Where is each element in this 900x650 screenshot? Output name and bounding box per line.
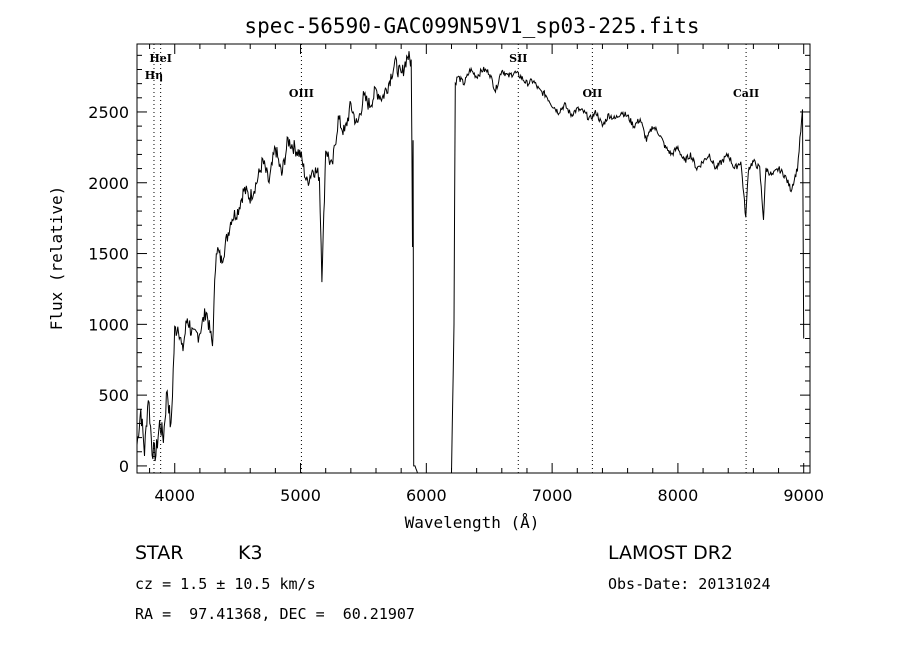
object-subclass: K3 (238, 542, 263, 564)
y-tick-label: 0 (119, 457, 129, 476)
x-tick-label: 4000 (154, 486, 195, 505)
y-tick-label: 500 (98, 386, 129, 405)
x-tick-label: 5000 (280, 486, 321, 505)
x-tick-label: 8000 (658, 486, 699, 505)
axis-ticks: 4000 5000 6000 7000 8000 9000 0 500 1000 1500 2000… (88, 44, 824, 505)
x-tick-label: 9000 (783, 486, 824, 505)
marker-label: OIII (289, 87, 314, 100)
object-class: STAR (135, 542, 184, 564)
coordinates: RA = 97.41368, DEC = 60.21907 (135, 605, 415, 623)
line-markers (153, 44, 747, 473)
marker-label: HeI (149, 52, 172, 65)
survey-name: LAMOST DR2 (608, 542, 733, 564)
marker-label: SII (509, 52, 527, 65)
y-tick-label: 1000 (88, 315, 129, 334)
spectrum-series (136, 51, 805, 474)
line-marker-labels: HeI Hη OIII OII SII CaII (145, 52, 759, 100)
obs-date: Obs-Date: 20131024 (608, 575, 771, 593)
x-tick-label: 7000 (532, 486, 573, 505)
plot-frame (136, 43, 811, 474)
x-axis-label: Wavelength (Å) (405, 513, 540, 532)
y-tick-label: 2500 (88, 103, 129, 122)
y-tick-label: 1500 (88, 245, 129, 264)
chart-title: spec-56590-GAC099N59V1_sp03-225.fits (244, 14, 699, 38)
y-axis-label: Flux (relative) (47, 186, 66, 331)
plot-border (136, 43, 811, 474)
marker-label: Hη (145, 69, 163, 82)
x-tick-label: 6000 (406, 486, 447, 505)
y-tick-label: 2000 (88, 174, 129, 193)
marker-label: OII (582, 87, 602, 100)
spectrum-line (136, 51, 805, 474)
marker-label: CaII (733, 87, 759, 100)
redshift-text: cz = 1.5 ± 10.5 km/s (135, 575, 316, 593)
